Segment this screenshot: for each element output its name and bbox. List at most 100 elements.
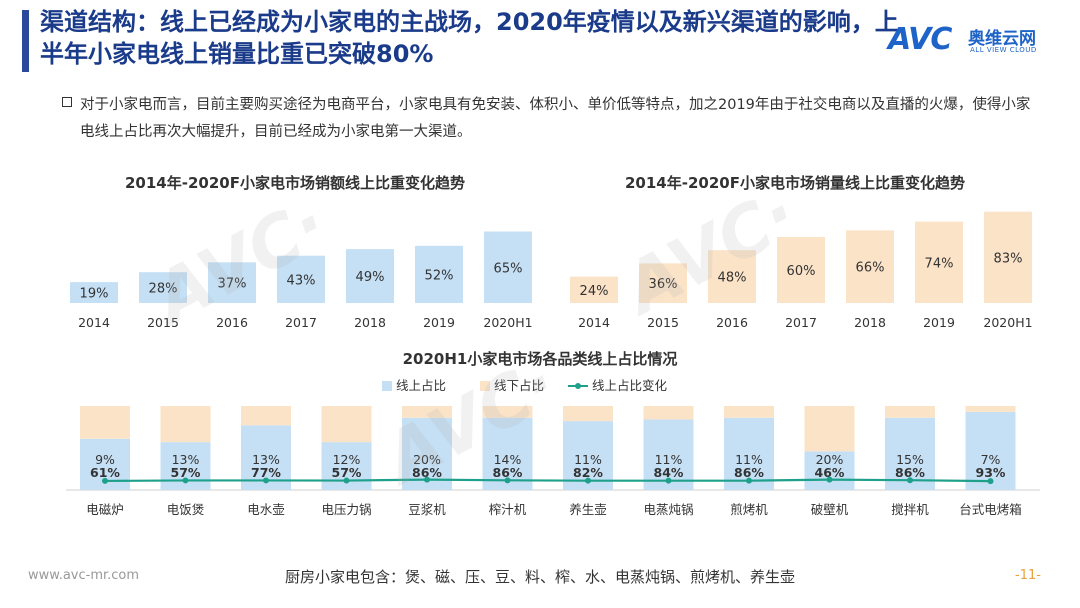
offline-bar-电磁炉: [80, 406, 130, 439]
online-change-label: 7%: [981, 452, 1001, 467]
online-change-label: 20%: [413, 452, 441, 467]
online-share-label: 46%: [815, 465, 845, 480]
online-change-point: [665, 477, 672, 484]
online-share-label: 86%: [412, 465, 442, 480]
online-change-point: [263, 477, 269, 484]
online-change-label: 13%: [252, 452, 280, 467]
footer-url: www.avc-mr.com: [28, 568, 140, 583]
category-tick-label: 搅拌机: [891, 502, 929, 517]
online-share-label: 84%: [654, 465, 684, 480]
title-accent-bar: [22, 10, 29, 72]
chart1-bar-2016: [208, 262, 256, 303]
online-change-point: [102, 477, 108, 484]
chart1-tick-label: 2014: [78, 315, 110, 330]
offline-bar-电蒸炖锅: [643, 406, 694, 420]
avc-logo: AVC 奥维云网 ALL VIEW CLOUD: [888, 22, 1068, 62]
chart2-tick-label: 2016: [716, 315, 748, 330]
offline-bar-电水壶: [241, 406, 291, 426]
chart1-tick-label: 2020H1: [483, 315, 532, 330]
chart1-tick-label: 2016: [216, 315, 248, 330]
online-change-point: [424, 476, 430, 483]
online-change-point: [987, 478, 994, 485]
offline-bar-搅拌机: [885, 406, 935, 418]
chart1-tick-label: 2019: [423, 315, 455, 330]
chart1-tick-label: 2015: [147, 315, 179, 330]
category-tick-label: 榨汁机: [489, 502, 527, 517]
online-change-point: [826, 476, 833, 483]
category-tick-label: 电水壶: [247, 502, 285, 517]
logo-name: 奥维云网: [968, 29, 1036, 49]
bullet-square-icon: [62, 97, 72, 107]
chart1-tick-label: 2017: [285, 315, 317, 330]
category-tick-label: 电蒸炖锅: [643, 502, 693, 517]
online-share-label: 77%: [251, 465, 281, 480]
chart2-tick-label: 2018: [854, 315, 886, 330]
legend-label: 线上占比变化: [592, 378, 668, 393]
legend-marker: [575, 383, 581, 389]
category-tick-label: 煎烤机: [730, 502, 768, 517]
chart2-bar-2020H1: [984, 211, 1032, 303]
online-change-point: [585, 477, 591, 484]
offline-bar-电饭煲: [160, 406, 211, 443]
legend-label: 线下占比: [494, 378, 544, 393]
offline-bar-台式电烤箱: [965, 406, 1016, 412]
chart2-bar-2016: [708, 250, 756, 303]
sales-value-online-share-chart: 19% 2014 28% 2015 37% 2016 43% 2017 49% 2018 52% 20…: [70, 231, 533, 330]
chart1-bar-2014: [70, 282, 118, 303]
offline-bar-养生壶: [563, 406, 613, 422]
chart2-title: 2014年-2020F小家电市场销量线上比重变化趋势: [625, 174, 965, 192]
chart2-data-label: 60%: [787, 264, 816, 279]
online-change-label: 14%: [494, 452, 522, 467]
online-bar-台式电烤箱: [965, 411, 1016, 490]
chart2-bar-2019: [915, 221, 963, 303]
offline-bar-煎烤机: [724, 406, 774, 418]
online-change-label: 11%: [735, 452, 763, 467]
chart2-tick-label: 2014: [578, 315, 610, 330]
chart1-data-label: 37%: [218, 277, 247, 292]
page-number: -11-: [1015, 568, 1041, 583]
online-share-label: 82%: [573, 465, 603, 480]
chart1-data-label: 19%: [80, 287, 109, 302]
category-tick-label: 台式电烤箱: [959, 502, 1022, 517]
logo-mark: AVC: [888, 22, 952, 57]
chart2-bar-2017: [777, 237, 825, 303]
online-bar-破壁机: [804, 451, 855, 490]
online-change-label: 11%: [574, 452, 602, 467]
category-tick-label: 电磁炉: [86, 502, 124, 517]
chart2-data-label: 24%: [580, 284, 609, 299]
category-tick-label: 破壁机: [811, 502, 849, 517]
category-tick-label: 电压力锅: [321, 502, 371, 517]
chart1-bar-2015: [139, 272, 187, 303]
sales-volume-online-share-chart: 24% 2014 36% 2015 48% 2016 60% 2017 66% 2018 74% 20…: [570, 211, 1033, 330]
description-text: 对于小家电而言，目前主要购买途径为电商平台，小家电具有免安装、体积小、单价低等特…: [80, 97, 1031, 140]
chart1-data-label: 43%: [287, 273, 316, 288]
chart1-bar-2017: [277, 255, 325, 303]
logo-tagline: ALL VIEW CLOUD: [970, 46, 1037, 54]
chart2-bar-2018: [846, 230, 894, 303]
chart2-data-label: 83%: [994, 251, 1023, 266]
online-change-point: [907, 477, 913, 484]
chart2-data-label: 48%: [718, 271, 747, 286]
chart1-bar-2018: [346, 249, 394, 303]
online-share-label: 93%: [976, 465, 1006, 480]
page-title: 渠道结构：线上已经成为小家电的主战场，2020年疫情以及新兴渠道的影响，上半年小…: [40, 8, 899, 68]
chart1-bar-2019: [415, 245, 463, 303]
offline-bar-电压力锅: [321, 406, 372, 443]
chart1-bar-2020H1: [484, 231, 532, 303]
offline-bar-豆浆机: [402, 406, 452, 418]
online-change-label: 11%: [655, 452, 683, 467]
chart2-tick-label: 2019: [923, 315, 955, 330]
online-change-point: [746, 477, 752, 484]
chart2-tick-label: 2015: [647, 315, 679, 330]
online-change-label: 9%: [95, 452, 115, 467]
online-change-line: [104, 478, 991, 483]
online-share-label: 57%: [332, 465, 362, 480]
online-change-point: [343, 477, 350, 484]
chart3-title: 2020H1小家电市场各品类线上占比情况: [402, 350, 678, 368]
legend-swatch: [382, 381, 392, 391]
online-share-label: 57%: [171, 465, 201, 480]
category-tick-label: 养生壶: [569, 502, 607, 517]
chart1-data-label: 52%: [425, 268, 454, 283]
online-change-label: 12%: [333, 452, 361, 467]
